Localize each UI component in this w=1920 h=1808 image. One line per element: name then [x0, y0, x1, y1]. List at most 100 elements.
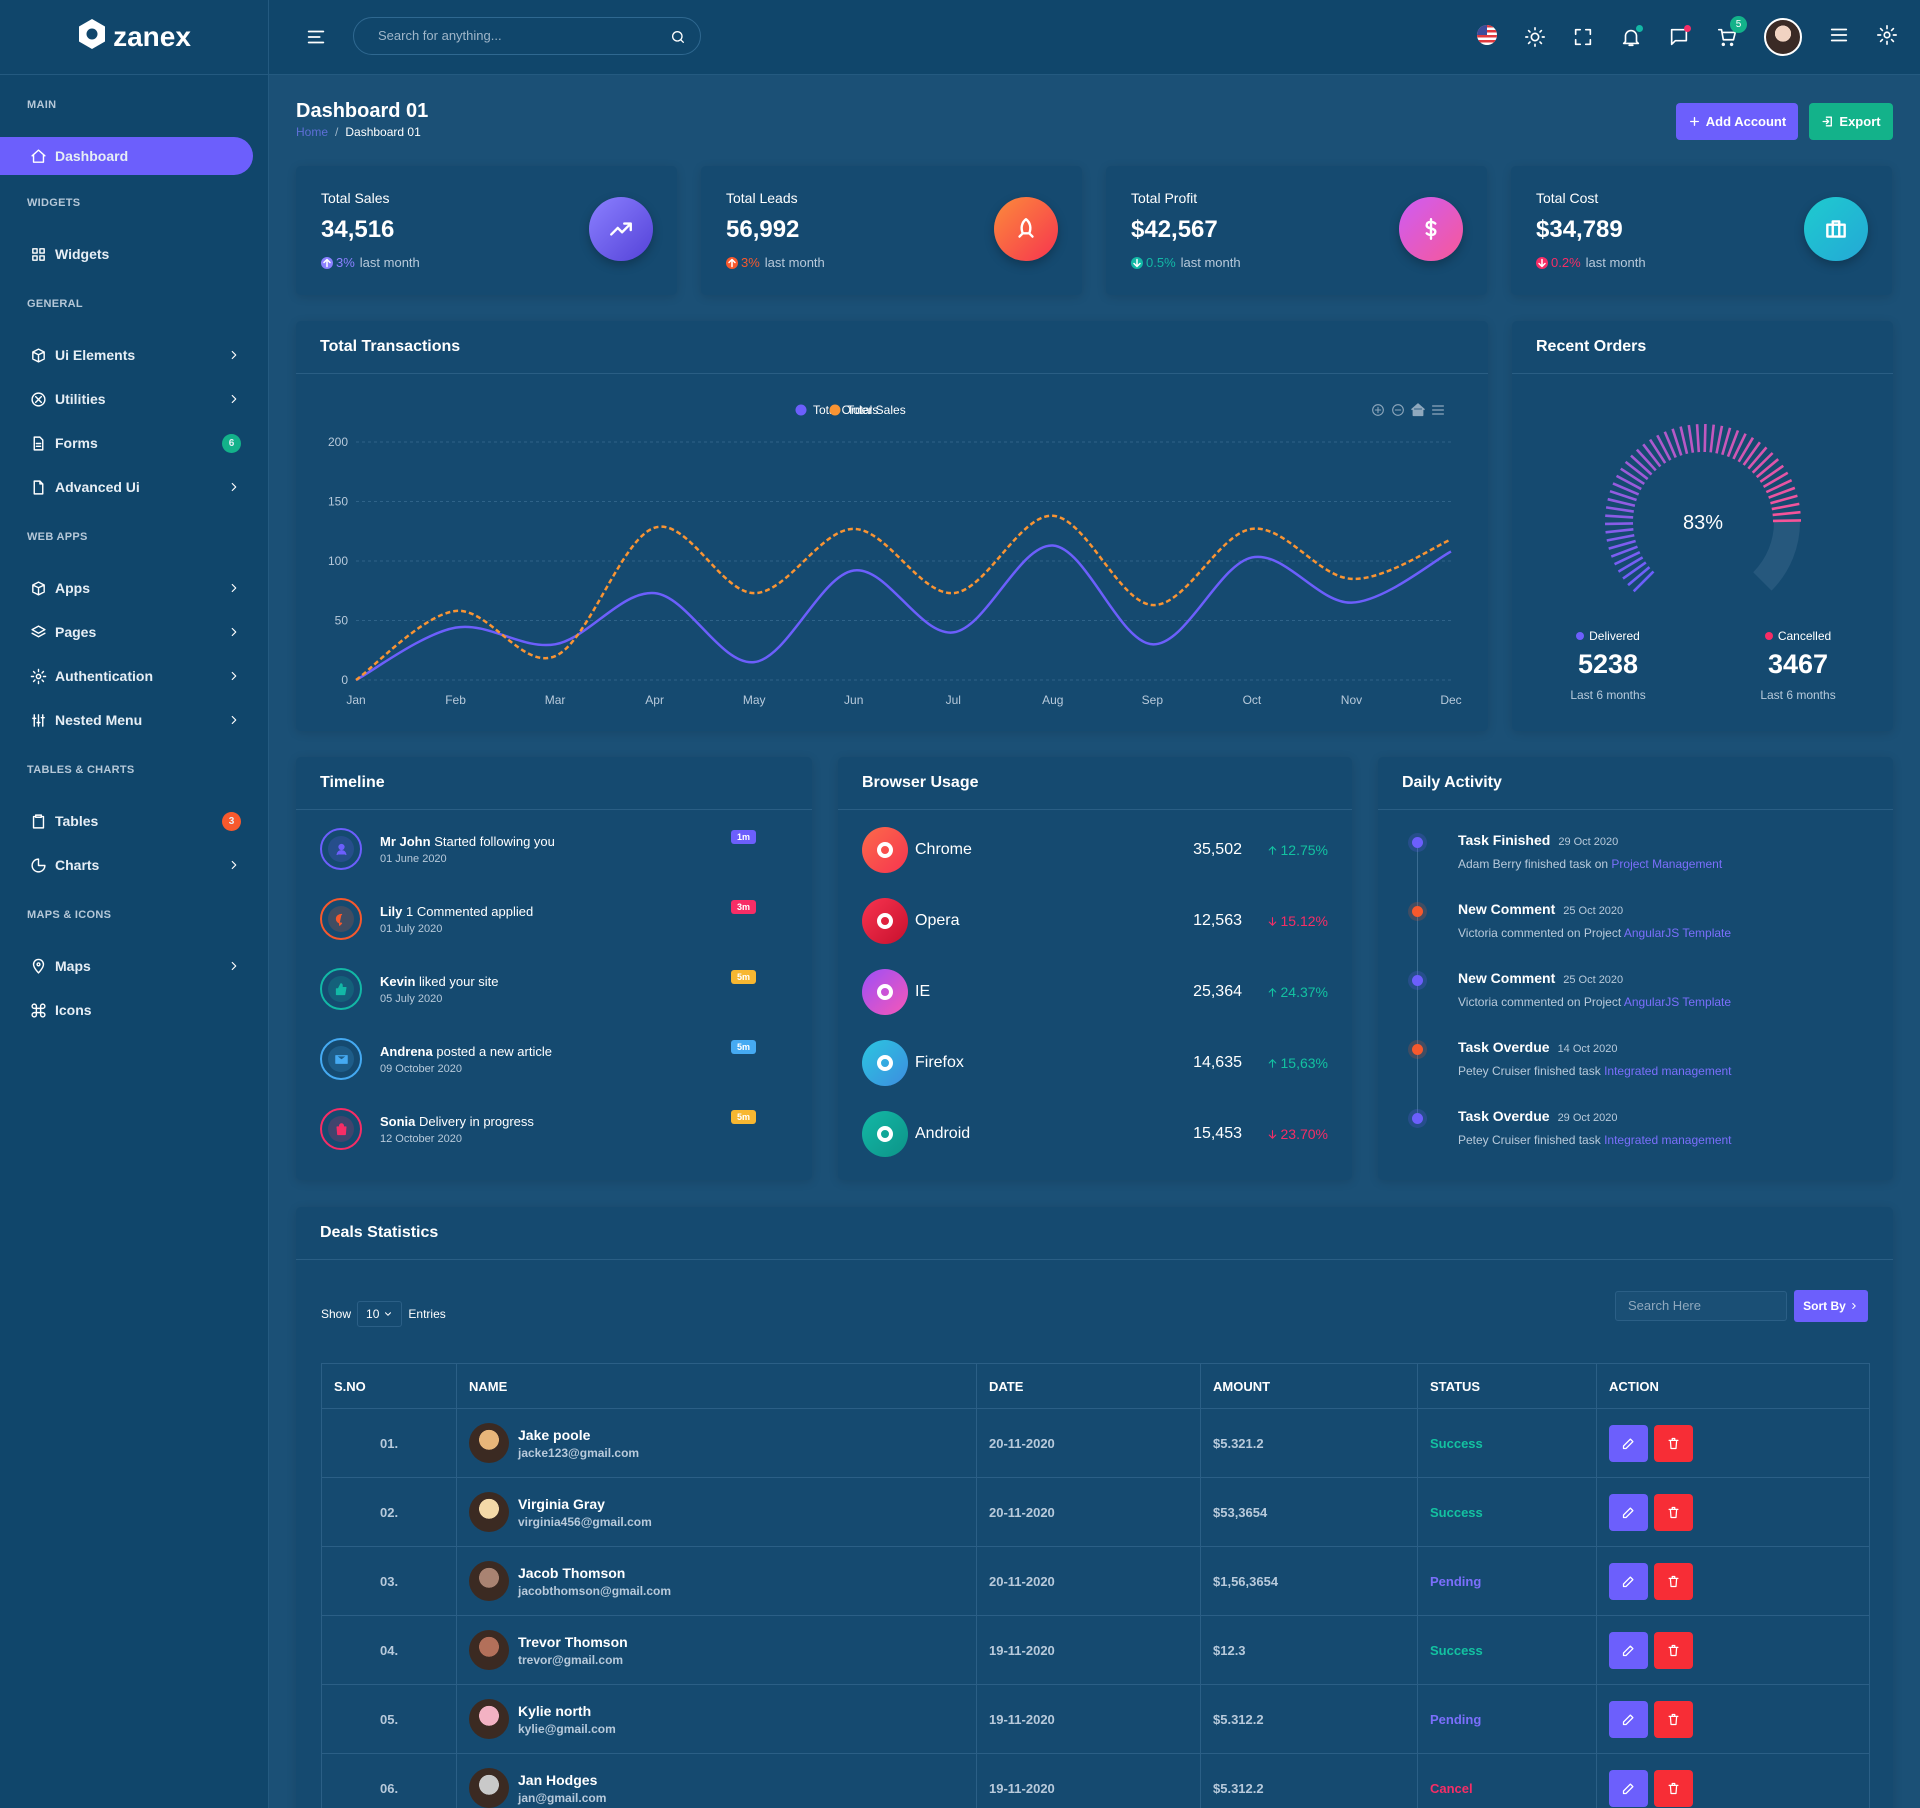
activity-dot	[1412, 975, 1423, 986]
edit-button[interactable]	[1609, 1769, 1648, 1807]
icon	[227, 858, 241, 872]
activity-title: Task Overdue	[1458, 1039, 1550, 1055]
delete-button[interactable]	[1654, 1700, 1693, 1738]
edit-button[interactable]	[1609, 1424, 1648, 1462]
activity-link[interactable]: AngularJS Template	[1623, 995, 1732, 1009]
activity-text: Petey Cruiser finished task Integrated m…	[1458, 1133, 1732, 1147]
icon-shape	[1622, 1438, 1634, 1449]
icon-part	[32, 713, 45, 727]
icon	[1849, 1301, 1859, 1311]
activity-desc: Petey Cruiser finished task	[1458, 1133, 1601, 1147]
activity-link[interactable]: Project Management	[1611, 857, 1723, 871]
header-icon[interactable]	[1828, 24, 1850, 51]
icon-part	[31, 148, 46, 163]
sidebar-item[interactable]: Apps	[0, 566, 268, 610]
sidebar-item[interactable]: Icons	[0, 988, 268, 1032]
icon-part	[1877, 24, 1897, 45]
icon-shape	[728, 258, 736, 267]
stat-icon	[1804, 197, 1868, 261]
sidebar-item[interactable]: Charts	[0, 843, 268, 887]
icon	[30, 435, 47, 452]
edit-button[interactable]	[1609, 1700, 1648, 1738]
icon-part	[1656, 434, 1672, 461]
icon-shape	[231, 627, 237, 637]
add-account-button[interactable]: Add Account	[1676, 103, 1798, 140]
timeline-badge: 5m	[730, 1040, 756, 1054]
flag-icon[interactable]	[1476, 24, 1498, 51]
order-stat-value: 3467	[1767, 649, 1829, 679]
header-icon[interactable]	[1876, 24, 1898, 51]
browser-icon	[862, 969, 908, 1015]
table-search[interactable]: Search Here	[1615, 1291, 1787, 1321]
icon-shape	[1432, 405, 1444, 415]
delete-button[interactable]	[1654, 1424, 1693, 1462]
icon-shape	[1425, 218, 1437, 240]
browser-row: Firefox 14,635 15,63%	[862, 1040, 1328, 1086]
icon	[1536, 257, 1548, 269]
timeline-icon	[320, 898, 362, 940]
entries-control: Show 10 Entries	[321, 1301, 446, 1327]
sidebar-item[interactable]: Pages	[0, 610, 268, 654]
export-button[interactable]: Export	[1809, 103, 1893, 140]
timeline-date: 01 July 2020	[380, 922, 443, 935]
delete-button[interactable]	[1654, 1493, 1693, 1531]
header-icon[interactable]	[1572, 26, 1594, 48]
header-icon[interactable]	[1668, 25, 1691, 48]
sidebar-section-title: WEB APPS	[27, 531, 88, 543]
sidebar-item[interactable]: Forms 6	[0, 421, 268, 465]
sidebar-item[interactable]: Ui Elements	[0, 333, 268, 377]
sidebar-item[interactable]: Nested Menu	[0, 698, 268, 742]
header-icon[interactable]	[1620, 25, 1643, 48]
icon	[321, 257, 333, 269]
activity-item: Task Overdue 29 Oct 2020 Petey Cruiser fin…	[1458, 1108, 1732, 1147]
sidebar-item[interactable]: Widgets	[0, 232, 268, 276]
activity-link[interactable]: Integrated management	[1604, 1133, 1732, 1147]
delete-button[interactable]	[1654, 1631, 1693, 1669]
icon-shape	[334, 1054, 348, 1064]
name-text: Virginia Gray virginia456@gmail.com	[518, 1496, 652, 1529]
user-avatar[interactable]	[1764, 18, 1802, 56]
row-avatar	[469, 1768, 509, 1808]
row-status: Cancel	[1417, 1753, 1597, 1808]
timeline-icon	[320, 968, 362, 1010]
browser-row: Android 15,453 23.70%	[862, 1111, 1328, 1157]
sidebar-item[interactable]: Tables 3	[0, 799, 268, 843]
activity-link[interactable]: Integrated management	[1604, 1064, 1732, 1078]
icon-part	[1822, 116, 1833, 127]
sidebar-item[interactable]: Utilities	[0, 377, 268, 421]
icon-shape	[1622, 1507, 1634, 1518]
icon-shape	[1668, 1713, 1679, 1725]
row-status: Success	[1417, 1615, 1597, 1685]
edit-button[interactable]	[1609, 1493, 1648, 1531]
activity-link[interactable]: AngularJS Template	[1623, 926, 1732, 940]
edit-button[interactable]	[1609, 1562, 1648, 1600]
search-box[interactable]: Search for anything...	[353, 17, 701, 55]
icon-part	[1737, 437, 1755, 463]
sidebar-item[interactable]: Maps	[0, 944, 268, 988]
icon	[334, 842, 349, 857]
icon-part	[336, 843, 346, 855]
edit-button[interactable]	[1609, 1631, 1648, 1669]
entries-select[interactable]: 10	[357, 1301, 403, 1327]
order-stat-value: 5238	[1577, 649, 1639, 679]
cart-icon[interactable]: 5	[1716, 16, 1747, 48]
icon-part	[1477, 24, 1497, 45]
breadcrumb-link[interactable]: Home	[296, 125, 329, 139]
stat-card: Total Profit $42,567 0.5% last month	[1106, 166, 1487, 295]
sidebar-item[interactable]: Authentication	[0, 654, 268, 698]
delete-button[interactable]	[1654, 1769, 1693, 1807]
timeline-badge: 3m	[730, 900, 756, 914]
header-icon[interactable]	[1524, 26, 1546, 48]
activity-item: New Comment 25 Oct 2020 Victoria commented…	[1458, 901, 1731, 940]
delete-button[interactable]	[1654, 1562, 1693, 1600]
sort-button[interactable]: Sort By	[1794, 1290, 1868, 1322]
timeline-card: Timeline Mr John Started following you 01 …	[296, 757, 812, 1180]
icon	[30, 813, 47, 830]
icon-part	[1605, 514, 1634, 519]
change-text: 24.37%	[1280, 984, 1328, 1000]
icon-part	[336, 1122, 346, 1135]
sidebar-item[interactable]: Dashboard	[0, 137, 253, 175]
card-title: Deals Statistics	[296, 1207, 1893, 1260]
sidebar-item[interactable]: Advanced Ui	[0, 465, 268, 509]
label-text: Cancelled	[1777, 629, 1832, 643]
